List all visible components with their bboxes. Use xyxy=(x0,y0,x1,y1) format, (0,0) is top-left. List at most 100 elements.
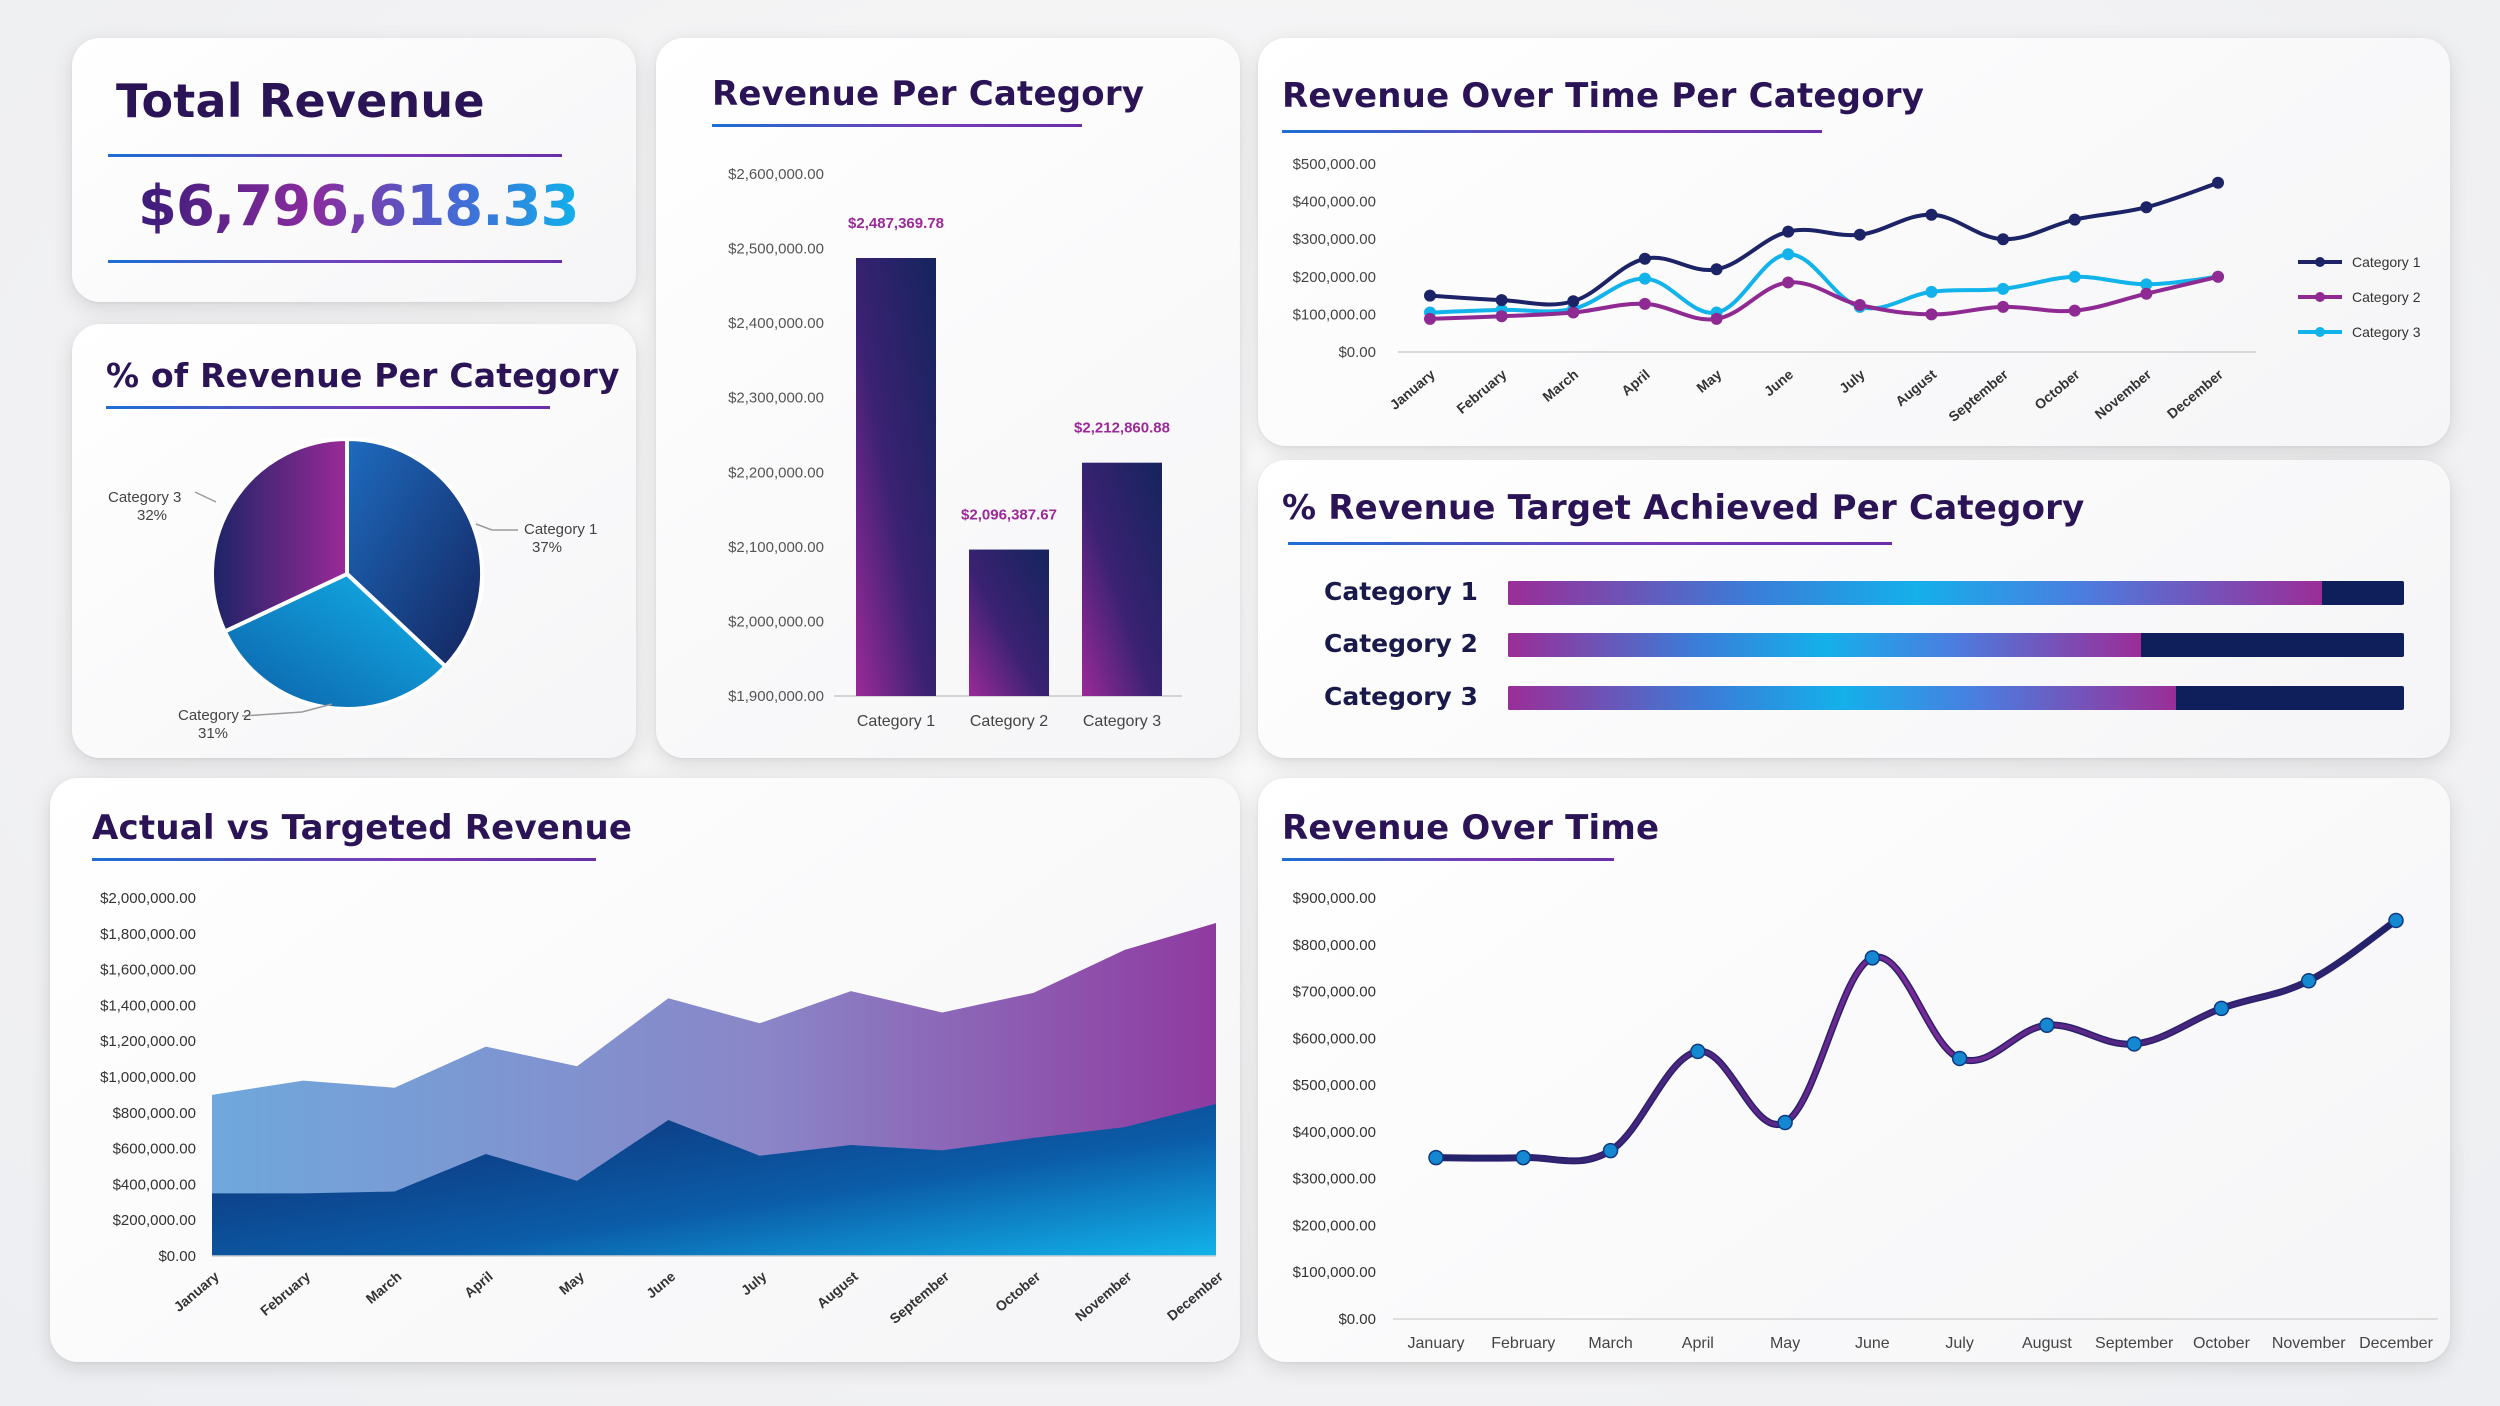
data-point xyxy=(1951,1050,1968,1067)
x-tick-label: March xyxy=(1539,366,1581,405)
x-tick-label: June xyxy=(643,1268,678,1301)
y-tick-label: $900,000.00 xyxy=(1293,890,1376,907)
title-underline xyxy=(1282,858,1614,861)
y-tick-label: $400,000.00 xyxy=(1293,194,1376,211)
data-point xyxy=(1567,295,1580,308)
data-point xyxy=(2212,176,2224,189)
leader-line xyxy=(475,523,518,531)
x-tick-label: February xyxy=(1491,1335,1555,1352)
x-tick-label: December xyxy=(1164,1268,1227,1324)
x-tick-label: December xyxy=(2359,1335,2433,1352)
pie-slice xyxy=(210,436,349,635)
y-tick-label: $800,000.00 xyxy=(113,1105,196,1122)
x-tick-label: Category 3 xyxy=(1083,713,1161,730)
data-point xyxy=(2068,270,2081,283)
total-revenue-value: $6,796,618.33 xyxy=(138,174,579,239)
y-tick-label: $200,000.00 xyxy=(113,1212,196,1229)
y-tick-label: $600,000.00 xyxy=(1293,1030,1376,1047)
bar xyxy=(969,549,1049,696)
legend-marker xyxy=(2315,292,2325,302)
x-tick-label: January xyxy=(1387,366,1439,413)
target-fill xyxy=(1508,581,2323,605)
x-tick-label: May xyxy=(1693,366,1724,396)
series-line xyxy=(1429,180,2219,307)
bar-value-label: $2,212,860.88 xyxy=(1074,420,1170,437)
data-point xyxy=(2213,1000,2230,1017)
x-tick-label: Category 2 xyxy=(970,713,1048,730)
y-tick-label: $2,600,000.00 xyxy=(728,166,824,183)
series-line-shadow xyxy=(1435,917,2398,1165)
y-tick-label: $2,200,000.00 xyxy=(728,464,824,481)
data-point xyxy=(1710,263,1723,276)
rev-category-card: Revenue Per Category $1,900,000.00 $2,000… xyxy=(656,38,1240,758)
data-point xyxy=(1567,306,1580,319)
y-tick-label: $2,100,000.00 xyxy=(728,539,824,556)
legend-label: Category 3 xyxy=(2352,324,2421,340)
x-tick-label: July xyxy=(1945,1335,1973,1352)
data-point xyxy=(1997,300,2010,313)
pie-percent: 32% xyxy=(137,507,167,524)
data-point xyxy=(2039,1017,2055,1033)
series-line xyxy=(1429,274,2219,322)
y-tick-label: $1,000,000.00 xyxy=(100,1069,196,1086)
rev-category-title: Revenue Per Category xyxy=(712,74,1145,114)
data-point xyxy=(2140,201,2153,214)
title-underline xyxy=(1282,130,1822,133)
total-revenue-title: Total Revenue xyxy=(116,74,485,128)
data-point xyxy=(1515,1149,1532,1166)
y-tick-label: $200,000.00 xyxy=(1293,1217,1376,1234)
data-point xyxy=(1782,225,1795,238)
y-tick-label: $500,000.00 xyxy=(1293,1077,1376,1094)
data-point xyxy=(1710,312,1723,325)
leader-line xyxy=(241,703,333,717)
data-point xyxy=(2300,973,2317,989)
x-tick-label: August xyxy=(2022,1335,2072,1352)
x-tick-label: August xyxy=(1892,366,1939,409)
target-fill xyxy=(1508,633,2142,657)
line-chart: $0.00 $100,000.00 $200,000.00 $300,000.00 $4… xyxy=(1293,890,2438,1352)
title-underline xyxy=(1288,542,1892,545)
y-tick-label: $1,800,000.00 xyxy=(100,926,196,943)
y-tick-label: $1,400,000.00 xyxy=(100,997,196,1014)
data-point xyxy=(1424,289,1436,302)
x-tick-label: November xyxy=(2092,366,2155,423)
y-tick-label: $2,000,000.00 xyxy=(728,613,824,630)
x-tick-label: April xyxy=(1618,366,1653,399)
data-point xyxy=(1690,1043,1706,1060)
y-tick-label: $700,000.00 xyxy=(1293,984,1376,1001)
x-tick-label: January xyxy=(1408,1335,1465,1352)
y-tick-label: $1,900,000.00 xyxy=(728,688,824,705)
data-point xyxy=(1925,285,1938,298)
data-point xyxy=(1925,308,1938,321)
x-tick-label: October xyxy=(992,1268,1044,1315)
y-tick-label: $500,000.00 xyxy=(1293,156,1376,173)
pie-label: Category 2 xyxy=(178,707,251,724)
pie-chart: Category 137% Category 231% Category 332% xyxy=(108,436,597,742)
y-tick-label: $2,500,000.00 xyxy=(728,241,824,258)
x-tick-label: July xyxy=(738,1268,770,1298)
x-tick-label: November xyxy=(2272,1335,2346,1352)
pie-label: Category 3 xyxy=(108,489,181,506)
target-label: Category 2 xyxy=(1324,629,1478,658)
data-point xyxy=(1638,297,1651,310)
y-tick-label: $300,000.00 xyxy=(1293,1171,1376,1188)
multi-line-chart: $0.00 $100,000.00 $200,000.00 $300,000.00 $4… xyxy=(1293,156,2421,425)
data-point xyxy=(1424,312,1436,325)
data-point xyxy=(1777,1114,1793,1131)
data-point xyxy=(2126,1036,2142,1052)
x-tick-label: September xyxy=(1945,366,2011,425)
actual-vs-target-title: Actual vs Targeted Revenue xyxy=(92,808,633,848)
data-point xyxy=(1638,252,1651,265)
x-tick-label: March xyxy=(1588,1335,1632,1352)
data-point xyxy=(1495,294,1508,307)
y-tick-label: $1,600,000.00 xyxy=(100,962,196,979)
pie-label: Category 1 xyxy=(524,521,597,538)
leader-line xyxy=(194,491,217,503)
data-point xyxy=(1997,282,2010,295)
data-point xyxy=(2140,287,2153,300)
target-track xyxy=(1508,581,2404,605)
y-tick-label: $400,000.00 xyxy=(113,1176,196,1193)
rev-time-title: Revenue Over Time xyxy=(1282,808,1660,848)
y-tick-label: $2,400,000.00 xyxy=(728,315,824,332)
rev-time-card: Revenue Over Time $0.00 $100,000.00 $200,0… xyxy=(1258,778,2450,1362)
